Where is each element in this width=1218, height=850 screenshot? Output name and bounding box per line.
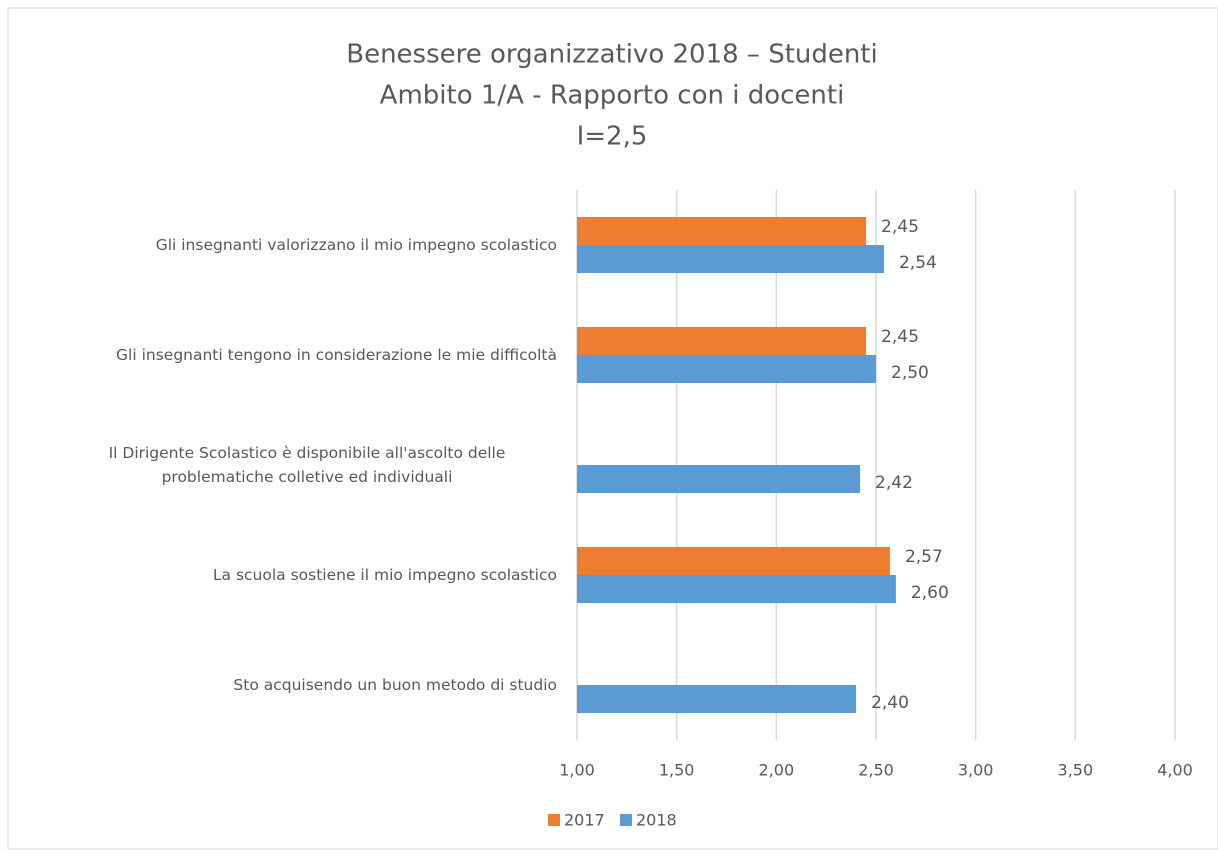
value-label: 2,54 bbox=[899, 253, 937, 273]
category-label: Sto acquisendo un buon metodo di studio bbox=[233, 676, 557, 694]
x-tick-label: 3,50 bbox=[1058, 761, 1094, 780]
value-label: 2,60 bbox=[911, 583, 949, 603]
value-label: 2,42 bbox=[875, 473, 913, 493]
x-tick-label: 2,00 bbox=[759, 761, 795, 780]
value-label: 2,50 bbox=[891, 363, 929, 383]
bar bbox=[577, 355, 876, 383]
chart-title: Benessere organizzativo 2018 – Studenti bbox=[346, 40, 878, 70]
bar bbox=[577, 245, 884, 273]
chart-title: I=2,5 bbox=[577, 122, 648, 152]
legend-label: 2017 bbox=[564, 811, 605, 830]
category-label: Gli insegnanti tengono in considerazione… bbox=[116, 346, 557, 364]
bar bbox=[577, 217, 867, 245]
x-tick-label: 1,50 bbox=[659, 761, 695, 780]
bar bbox=[577, 547, 890, 575]
chart-title: Ambito 1/A - Rapporto con i docenti bbox=[380, 81, 845, 111]
x-tick-label: 3,00 bbox=[958, 761, 994, 780]
legend-label: 2018 bbox=[636, 811, 677, 830]
category-label: Gli insegnanti valorizzano il mio impegn… bbox=[155, 236, 557, 254]
category-label: Il Dirigente Scolastico è disponibile al… bbox=[108, 444, 506, 486]
value-label: 2,57 bbox=[905, 547, 943, 567]
legend-swatch bbox=[620, 814, 632, 826]
value-label: 2,45 bbox=[881, 327, 919, 347]
bar bbox=[577, 685, 857, 713]
legend-swatch bbox=[548, 814, 560, 826]
x-tick-label: 4,00 bbox=[1157, 761, 1193, 780]
x-tick-label: 2,50 bbox=[858, 761, 894, 780]
category-label: La scuola sostiene il mio impegno scolas… bbox=[212, 566, 557, 584]
value-label: 2,45 bbox=[881, 217, 919, 237]
bar bbox=[577, 575, 896, 603]
x-tick-label: 1,00 bbox=[559, 761, 595, 780]
value-label: 2,40 bbox=[871, 693, 909, 713]
bar bbox=[577, 327, 867, 355]
bar bbox=[577, 465, 861, 493]
